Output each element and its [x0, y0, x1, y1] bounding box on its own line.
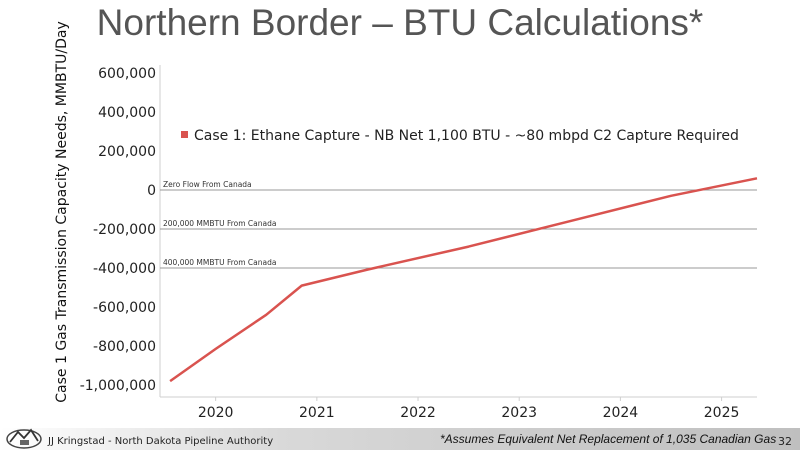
x-tick-label: 2022 — [400, 405, 436, 421]
pipeline-authority-logo-icon — [6, 428, 42, 449]
x-tick-label: 2023 — [501, 405, 537, 421]
x-tick-label: 2024 — [603, 405, 639, 421]
footer-author: JJ Kringstad - North Dakota Pipeline Aut… — [48, 436, 274, 447]
y-tick-label: 600,000 — [98, 66, 156, 82]
reference-line-label: Zero Flow From Canada — [163, 180, 252, 189]
y-tick-label: 400,000 — [98, 105, 156, 121]
y-tick-label: -600,000 — [93, 300, 156, 316]
legend-label: Case 1: Ethane Capture - NB Net 1,100 BT… — [194, 128, 739, 144]
y-tick-label: -1,000,000 — [80, 378, 156, 394]
y-tick-label: -200,000 — [93, 222, 156, 238]
line-chart: 600,000 400,000 200,000 0 -200,000 -400,000 -6… — [80, 65, 758, 421]
legend-swatch — [181, 131, 188, 138]
y-tick-label: -800,000 — [93, 339, 156, 355]
series-line — [169, 177, 758, 383]
reference-line-label: 400,000 MMBTU From Canada — [163, 258, 276, 267]
slide-title: Northern Border – BTU Calculations* — [96, 2, 704, 43]
footnote: *Assumes Equivalent Net Replacement of 1… — [440, 432, 777, 446]
x-tick-label: 2025 — [704, 405, 740, 421]
x-tick-label: 2021 — [299, 405, 335, 421]
footer-bar — [0, 428, 800, 450]
reference-line-label: 200,000 MMBTU From Canada — [163, 219, 276, 228]
x-tick-label: 2020 — [198, 405, 234, 421]
y-tick-label: 200,000 — [98, 144, 156, 160]
page-number: 32 — [778, 435, 792, 448]
y-tick-label: 0 — [147, 183, 156, 199]
y-tick-label: -400,000 — [93, 261, 156, 277]
